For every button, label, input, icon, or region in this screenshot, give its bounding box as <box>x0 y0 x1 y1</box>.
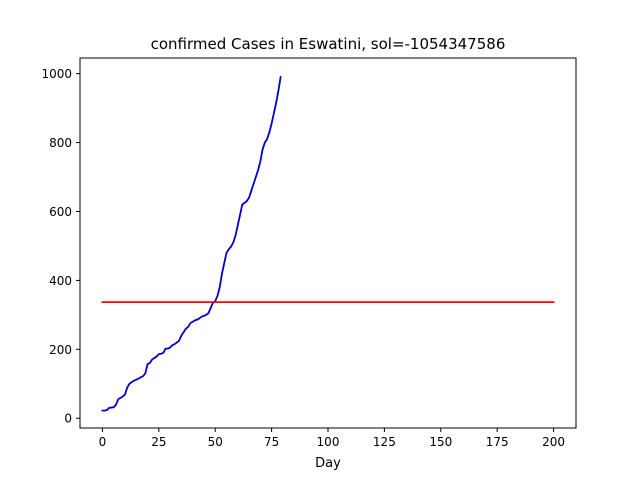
x-tick-label: 0 <box>99 435 107 449</box>
series-line-1 <box>101 76 282 412</box>
plot-area <box>101 76 555 412</box>
x-tick-label: 75 <box>264 435 279 449</box>
x-tick-label: 125 <box>373 435 396 449</box>
x-tick-label: 150 <box>429 435 452 449</box>
x-tick-label: 100 <box>317 435 340 449</box>
x-tick-label: 25 <box>151 435 166 449</box>
y-tick-label: 200 <box>49 343 72 357</box>
x-axis-label: Day <box>315 456 341 471</box>
y-tick-label: 400 <box>49 274 72 288</box>
x-tick-label: 200 <box>542 435 565 449</box>
y-tick-label: 800 <box>49 136 72 150</box>
y-tick-label: 600 <box>49 205 72 219</box>
chart-title: confirmed Cases in Eswatini, sol=-105434… <box>151 35 506 53</box>
y-tick-label: 1000 <box>41 67 72 81</box>
x-tick-label: 175 <box>486 435 509 449</box>
y-tick-label: 0 <box>64 412 72 426</box>
x-tick-label: 50 <box>208 435 223 449</box>
